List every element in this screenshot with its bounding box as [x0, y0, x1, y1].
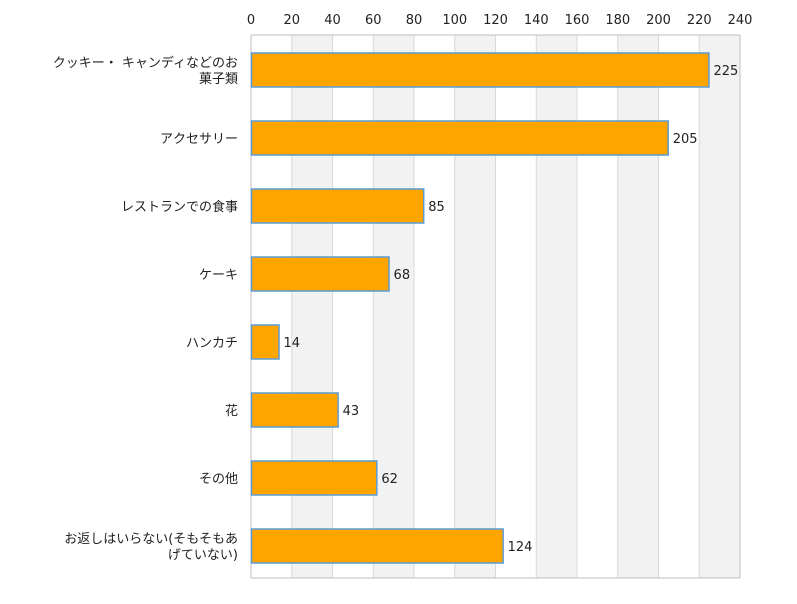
x-tick-label: 200 — [646, 13, 671, 28]
category-label: お返しはいらない(そもそもあげていない) — [64, 532, 238, 563]
bar — [250, 256, 390, 292]
x-tick-labels: 0 20 40 60 80 100 120 140 160 180 200 220 240 — [247, 13, 753, 28]
value-label: 205 — [673, 132, 698, 147]
grid-band — [373, 35, 414, 578]
category-label-line: ケーキ — [199, 268, 238, 283]
grid-bands — [291, 35, 740, 578]
category-label: レストランでの食事 — [121, 199, 238, 215]
value-label: 225 — [713, 64, 738, 79]
grid-band — [454, 35, 496, 578]
category-label-line: お返しはいらない(そもそもあ — [64, 532, 238, 547]
x-tick-label: 180 — [605, 13, 630, 28]
x-tick-label: 160 — [565, 13, 590, 28]
x-tick-label: 20 — [283, 13, 300, 28]
category-labels: クッキー・ キャンディなどのお菓子類アクセサリーレストランでの食事ケーキハンカチ… — [53, 55, 238, 563]
value-label: 124 — [508, 540, 533, 555]
category-label: クッキー・ キャンディなどのお菓子類 — [53, 55, 238, 87]
category-label-line: 花 — [225, 403, 238, 419]
category-label: その他 — [199, 472, 238, 487]
bar — [250, 460, 378, 496]
category-label-line: げていない) — [168, 548, 238, 563]
x-tick-label: 120 — [483, 13, 508, 28]
value-label: 85 — [428, 200, 445, 215]
x-tick-label: 240 — [728, 13, 753, 28]
grid-band — [536, 35, 577, 578]
x-tick-label: 40 — [324, 13, 341, 28]
bar — [250, 120, 669, 156]
category-label-line: 菓子類 — [199, 72, 238, 87]
value-label: 43 — [343, 404, 360, 419]
value-labels: 225 205 85 68 14 43 62 124 — [284, 64, 739, 555]
category-label-line: クッキー・ キャンディなどのお — [53, 55, 238, 71]
category-label-line: アクセサリー — [160, 132, 238, 147]
grid-band — [699, 35, 740, 578]
bar — [250, 528, 504, 564]
bar — [250, 324, 280, 360]
bar — [250, 188, 425, 224]
value-label: 62 — [381, 472, 398, 487]
category-label: 花 — [225, 403, 238, 419]
value-label: 14 — [284, 336, 301, 351]
x-tick-label: 140 — [524, 13, 549, 28]
category-label: ハンカチ — [186, 336, 238, 351]
category-label: アクセサリー — [160, 132, 238, 147]
category-label-line: レストランでの食事 — [121, 199, 238, 215]
category-label-line: その他 — [199, 472, 238, 487]
category-label: ケーキ — [199, 268, 238, 283]
x-tick-label: 80 — [406, 13, 423, 28]
x-tick-label: 0 — [247, 13, 255, 28]
bars — [250, 52, 710, 564]
bar — [250, 52, 710, 88]
x-tick-label: 60 — [365, 13, 382, 28]
value-label: 68 — [394, 268, 411, 283]
bar — [250, 392, 339, 428]
grid-band — [617, 35, 659, 578]
x-tick-label: 100 — [442, 13, 467, 28]
x-tick-label: 220 — [687, 13, 712, 28]
category-label-line: ハンカチ — [186, 336, 238, 351]
grid-band — [291, 35, 333, 578]
axis — [250, 34, 741, 579]
